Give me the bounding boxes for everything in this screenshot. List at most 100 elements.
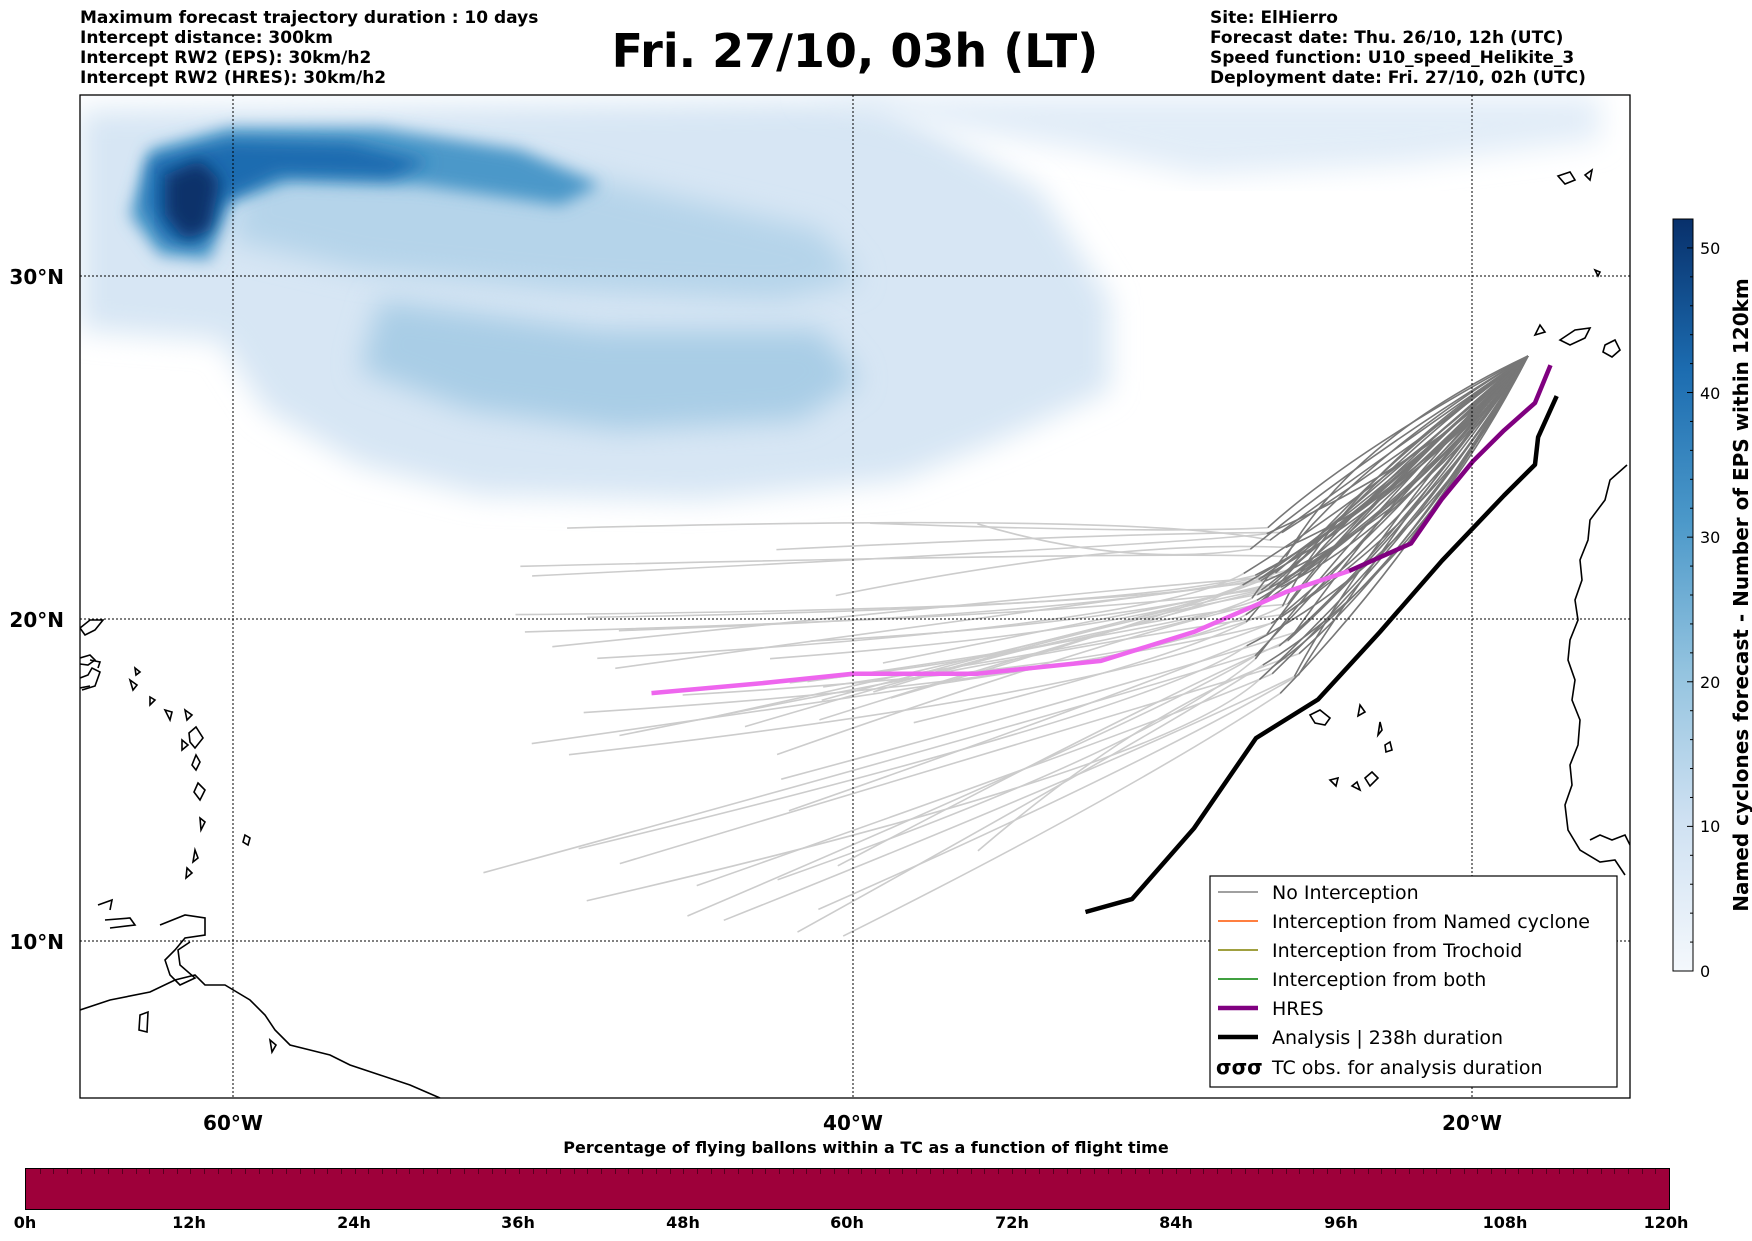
percentage-bar-tick-mark bbox=[779, 1169, 781, 1174]
eps-trajectory-late bbox=[615, 580, 1266, 670]
eps-trajectory-early bbox=[1293, 355, 1529, 677]
percentage-bar-tick-mark bbox=[587, 1169, 589, 1174]
eps-trajectory-late bbox=[532, 532, 1267, 577]
analysis-trajectory bbox=[1084, 395, 1559, 915]
percentage-bar-tick-mark bbox=[1011, 1169, 1013, 1174]
percentage-bar-tick-mark bbox=[354, 1169, 356, 1174]
percentage-bar-tick-mark bbox=[943, 1169, 945, 1174]
legend-label: Interception from Trochoid bbox=[1272, 940, 1522, 962]
percentage-bar-tick-mark bbox=[1258, 1169, 1260, 1174]
percentage-bar-tick-mark bbox=[1641, 1169, 1643, 1174]
header-left-line: Intercept distance: 300km bbox=[80, 28, 333, 48]
percentage-bar-tick-mark bbox=[1545, 1169, 1547, 1174]
percentage-bar-tick-mark bbox=[53, 1169, 55, 1174]
eps-trajectory-late bbox=[819, 586, 1282, 721]
percentage-bar-tick-mark bbox=[1354, 1169, 1356, 1174]
percentage-bar-tick-mark bbox=[1326, 1169, 1328, 1174]
percentage-tick-label: 24h bbox=[337, 1213, 371, 1232]
percentage-bar-tick-mark bbox=[683, 1169, 685, 1174]
eps-trajectory-late bbox=[835, 545, 1286, 597]
eps-trajectory-late bbox=[913, 621, 1247, 724]
percentage-bar-tick-mark bbox=[902, 1169, 904, 1174]
percentage-bar-tick-mark bbox=[601, 1169, 603, 1174]
header-right-line: Deployment date: Fri. 27/10, 02h (UTC) bbox=[1210, 68, 1586, 88]
eps-trajectory-early bbox=[1258, 355, 1529, 580]
hres-trajectory-early bbox=[1348, 364, 1553, 574]
eps-trajectory-late bbox=[567, 521, 1271, 542]
legend-label: TC obs. for analysis duration bbox=[1271, 1057, 1543, 1079]
percentage-bar-tick-mark bbox=[696, 1169, 698, 1174]
percentage-bar-tick-mark bbox=[1395, 1169, 1397, 1174]
percentage-bar-tick-mark bbox=[39, 1169, 41, 1174]
eps-trajectory-late bbox=[682, 605, 1283, 696]
eps-trajectory-late bbox=[568, 621, 1275, 756]
percentage-bar-tick-mark bbox=[559, 1169, 561, 1174]
percentage-tick-label: 120h bbox=[1643, 1213, 1689, 1232]
percentage-bar-tick-mark bbox=[915, 1169, 917, 1174]
lat-tick-label: 30°N bbox=[9, 265, 64, 289]
colorbar-tick-label: 10 bbox=[1700, 817, 1720, 836]
percentage-bar-tick-mark bbox=[1491, 1169, 1492, 1174]
colorbar-tick-label: 50 bbox=[1700, 239, 1720, 258]
header-left-line: Maximum forecast trajectory duration : 1… bbox=[80, 8, 539, 28]
percentage-bar-tick-mark bbox=[957, 1169, 959, 1174]
percentage-bar-tick-mark bbox=[190, 1169, 192, 1174]
percentage-bar-tick-mark bbox=[970, 1169, 972, 1174]
percentage-bar-tick-mark bbox=[381, 1169, 383, 1174]
percentage-bar-tick-mark bbox=[1271, 1169, 1273, 1174]
eps-trajectory-late bbox=[807, 599, 1258, 683]
percentage-tick-label: 60h bbox=[830, 1213, 864, 1232]
percentage-bar-tick-mark bbox=[861, 1169, 863, 1174]
percentage-bar-tick-mark bbox=[1299, 1169, 1301, 1174]
colorbar-title: Named cyclones forecast - Number of EPS … bbox=[1729, 278, 1752, 912]
eps-trajectory-late bbox=[587, 574, 1256, 619]
percentage-bar-tick-mark bbox=[751, 1169, 753, 1174]
percentage-bar-tick-mark bbox=[1135, 1169, 1137, 1174]
percentage-bar-tick-mark bbox=[1285, 1169, 1287, 1174]
percentage-bar-tick-mark bbox=[792, 1169, 794, 1174]
percentage-bar-tick-mark bbox=[573, 1169, 575, 1174]
percentage-bar-tick-mark bbox=[1176, 1169, 1178, 1174]
percentage-tick-label: 96h bbox=[1324, 1213, 1358, 1232]
eps-trajectory-late bbox=[723, 675, 1295, 922]
percentage-bar-ticks: 0h 12h 24h 36h 48h 60h 72h 84h 96h 108h … bbox=[0, 1213, 1752, 1237]
colorbar-tick-label: 0 bbox=[1700, 962, 1710, 981]
percentage-bar-tick-mark bbox=[1449, 1169, 1451, 1174]
percentage-bar-tick-mark bbox=[1367, 1169, 1369, 1174]
eps-trajectory-early bbox=[1298, 355, 1529, 655]
percentage-bar-tick-mark bbox=[710, 1169, 712, 1174]
percentage-bar-tick-mark bbox=[1039, 1169, 1041, 1174]
percentage-tick-label: 84h bbox=[1159, 1213, 1193, 1232]
eps-trajectory-late bbox=[769, 572, 1276, 660]
percentage-bar-tick-mark bbox=[505, 1169, 507, 1174]
eps-trajectory-early bbox=[1267, 355, 1529, 529]
percentage-bar-tick-mark bbox=[1189, 1169, 1191, 1174]
percentage-bar-tick-mark bbox=[149, 1169, 151, 1174]
header-left: Maximum forecast trajectory duration : 1… bbox=[80, 8, 538, 88]
colorbar-tick-label: 30 bbox=[1700, 528, 1720, 547]
percentage-bar-tick-mark bbox=[1381, 1169, 1383, 1174]
eps-trajectory-late bbox=[483, 645, 1280, 874]
percentage-bar-tick-mark bbox=[888, 1169, 890, 1174]
percentage-bar-tick-mark bbox=[299, 1169, 301, 1174]
header-left-line: Intercept RW2 (EPS): 30km/h2 bbox=[80, 48, 372, 68]
percentage-bar-tick-mark bbox=[1121, 1169, 1123, 1174]
colorbar-tick-label: 40 bbox=[1700, 384, 1720, 403]
eps-trajectory-late bbox=[597, 572, 1245, 660]
eps-trajectory-late bbox=[797, 664, 1264, 933]
header-right: Site: ElHierro Forecast date: Thu. 26/10… bbox=[1210, 8, 1586, 88]
percentage-bar-tick-mark bbox=[765, 1169, 767, 1174]
percentage-bar-tick-mark bbox=[642, 1169, 644, 1174]
percentage-bar-tick-mark bbox=[1313, 1169, 1315, 1174]
legend-label: No Interception bbox=[1272, 882, 1419, 904]
percentage-bar-tick-mark bbox=[1504, 1169, 1506, 1174]
percentage-bar-tick-mark bbox=[1203, 1169, 1205, 1174]
percentage-bar-tick-mark bbox=[423, 1169, 425, 1174]
percentage-bar-tick-mark bbox=[1148, 1169, 1150, 1174]
percentage-colorbar bbox=[25, 1168, 1670, 1210]
eps-trajectory-late bbox=[578, 645, 1248, 850]
hres-trajectory-late bbox=[651, 568, 1350, 696]
lon-tick-label: 20°W bbox=[1442, 1111, 1502, 1130]
percentage-bar-tick-mark bbox=[409, 1169, 411, 1174]
legend-label: HRES bbox=[1272, 998, 1324, 1020]
